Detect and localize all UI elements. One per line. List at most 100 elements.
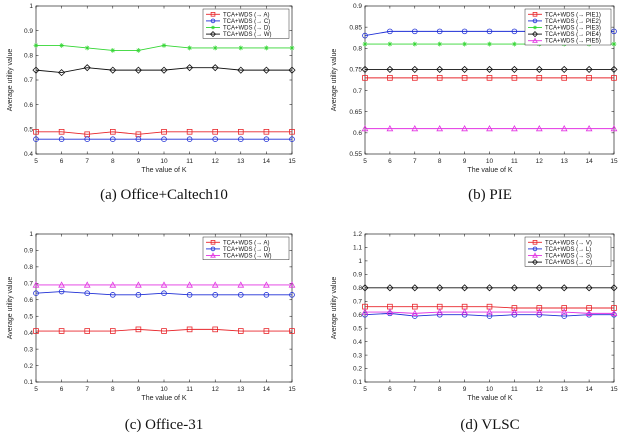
chart-legend: TCA+WDS (→ A)TCA+WDS (→ D)TCA+WDS (→ W) (203, 237, 289, 260)
x-tick-label: 7 (85, 386, 89, 393)
x-tick-label: 12 (536, 158, 544, 165)
y-tick-label: 1 (29, 3, 33, 10)
x-tick-label: 5 (34, 386, 38, 393)
x-tick-label: 10 (486, 158, 494, 165)
chart-caption: (b) PIE (468, 187, 512, 203)
chart-legend: TCA+WDS (→ A)TCA+WDS (→ C)TCA+WDS (→ D)T… (203, 9, 289, 38)
data-point-star (437, 42, 442, 47)
y-tick-label: 0.6 (353, 130, 362, 137)
x-tick-label: 6 (60, 158, 64, 165)
data-point-star (211, 26, 215, 30)
legend-label: TCA+WDS (→ C) (545, 260, 592, 266)
y-tick-label: 0.2 (353, 366, 362, 373)
y-tick-label: 0.8 (24, 53, 33, 60)
data-point-star (34, 43, 39, 48)
data-point-star (612, 42, 617, 47)
data-point-star (363, 42, 368, 47)
x-tick-label: 15 (288, 158, 296, 165)
y-tick-label: 0.65 (349, 109, 362, 116)
x-tick-label: 6 (60, 386, 64, 393)
x-tick-label: 13 (237, 386, 245, 393)
chart-caption: (a) Office+Caltech10 (100, 187, 228, 203)
data-point-star (85, 46, 90, 51)
data-point-star (110, 48, 115, 53)
y-tick-label: 0.6 (24, 297, 33, 304)
x-tick-label: 5 (363, 158, 367, 165)
x-tick-label: 10 (486, 386, 494, 393)
y-axis-label: Average utility value (331, 49, 338, 112)
x-tick-label: 11 (186, 158, 193, 165)
legend-label: TCA+WDS (→ A) (223, 12, 270, 18)
legend-label: TCA+WDS (→ V) (545, 240, 592, 246)
y-tick-label: 0.8 (353, 285, 362, 292)
y-tick-label: 0.8 (353, 45, 362, 52)
x-tick-label: 5 (34, 158, 38, 165)
x-tick-label: 6 (388, 158, 392, 165)
legend-label: TCA+WDS (→ L) (545, 247, 591, 253)
x-axis-label: The value of K (141, 167, 186, 174)
data-point-star (59, 43, 64, 48)
x-tick-label: 14 (585, 386, 593, 393)
data-point-star (487, 42, 492, 47)
y-tick-label: 0.9 (24, 28, 33, 35)
x-axis-label: The value of K (141, 395, 186, 402)
y-tick-label: 1.1 (353, 245, 362, 252)
y-tick-label: 1.2 (353, 231, 362, 238)
x-tick-label: 11 (511, 386, 518, 393)
legend-label: TCA+WDS (→ A) (223, 240, 270, 246)
chart-legend: TCA+WDS (→ V)TCA+WDS (→ L)TCA+WDS (→ S)T… (525, 237, 611, 266)
legend-label: TCA+WDS (→ D) (223, 247, 270, 253)
data-point-star (412, 42, 417, 47)
chart-legend: TCA+WDS (→ PIE1)TCA+WDS (→ PIE2)TCA+WDS … (525, 9, 611, 45)
x-tick-label: 9 (463, 386, 467, 393)
y-tick-label: 0.3 (353, 352, 362, 359)
x-tick-label: 13 (561, 386, 569, 393)
y-tick-label: 0.2 (24, 363, 33, 370)
data-point-star (136, 48, 141, 53)
y-tick-label: 1 (358, 258, 362, 265)
y-tick-label: 0.55 (349, 151, 362, 158)
x-tick-label: 9 (137, 158, 141, 165)
y-tick-label: 0.3 (24, 346, 33, 353)
x-tick-label: 8 (438, 386, 442, 393)
x-tick-label: 14 (263, 386, 271, 393)
x-tick-label: 11 (511, 158, 518, 165)
x-tick-label: 12 (536, 386, 544, 393)
data-point-star (462, 42, 467, 47)
y-tick-label: 0.7 (24, 281, 33, 288)
legend-label: TCA+WDS (→ S) (545, 254, 592, 260)
legend-label: TCA+WDS (→ W) (223, 254, 272, 260)
y-axis-label: Average utility value (7, 277, 14, 340)
y-tick-label: 0.85 (349, 24, 362, 31)
x-tick-label: 14 (263, 158, 271, 165)
y-tick-label: 0.7 (353, 298, 362, 305)
x-axis-label: The value of K (467, 167, 512, 174)
y-axis-label: Average utility value (331, 277, 338, 340)
data-point-star (213, 46, 218, 51)
x-tick-label: 13 (237, 158, 245, 165)
y-tick-label: 0.1 (24, 379, 33, 386)
data-point-star (533, 26, 537, 30)
chart-panel-vlsc: The value of K Average utility value 567… (331, 231, 618, 433)
chart-panel-office-31: The value of K Average utility value 5 6 7… (7, 231, 296, 433)
legend-label: TCA+WDS (→ PIE3) (545, 26, 601, 32)
x-tick-label: 11 (186, 386, 193, 393)
x-tick-label: 7 (413, 158, 417, 165)
x-tick-label: 8 (438, 158, 442, 165)
data-point-star (388, 42, 393, 47)
x-tick-label: 15 (288, 386, 296, 393)
x-tick-label: 9 (463, 158, 467, 165)
y-tick-label: 0.9 (24, 248, 33, 255)
legend-label: TCA+WDS (→ PIE5) (545, 39, 601, 45)
y-tick-label: 0.4 (24, 151, 33, 158)
y-axis-label: Average utility value (7, 49, 14, 112)
x-tick-label: 13 (561, 158, 569, 165)
legend-label: TCA+WDS (→ PIE4) (545, 32, 601, 38)
legend-label: TCA+WDS (→ C) (223, 19, 270, 25)
x-tick-label: 8 (111, 158, 115, 165)
x-axis-label: The value of K (467, 395, 512, 402)
y-tick-label: 0.9 (353, 3, 362, 10)
y-tick-label: 0.5 (24, 127, 33, 134)
x-tick-label: 14 (585, 158, 593, 165)
